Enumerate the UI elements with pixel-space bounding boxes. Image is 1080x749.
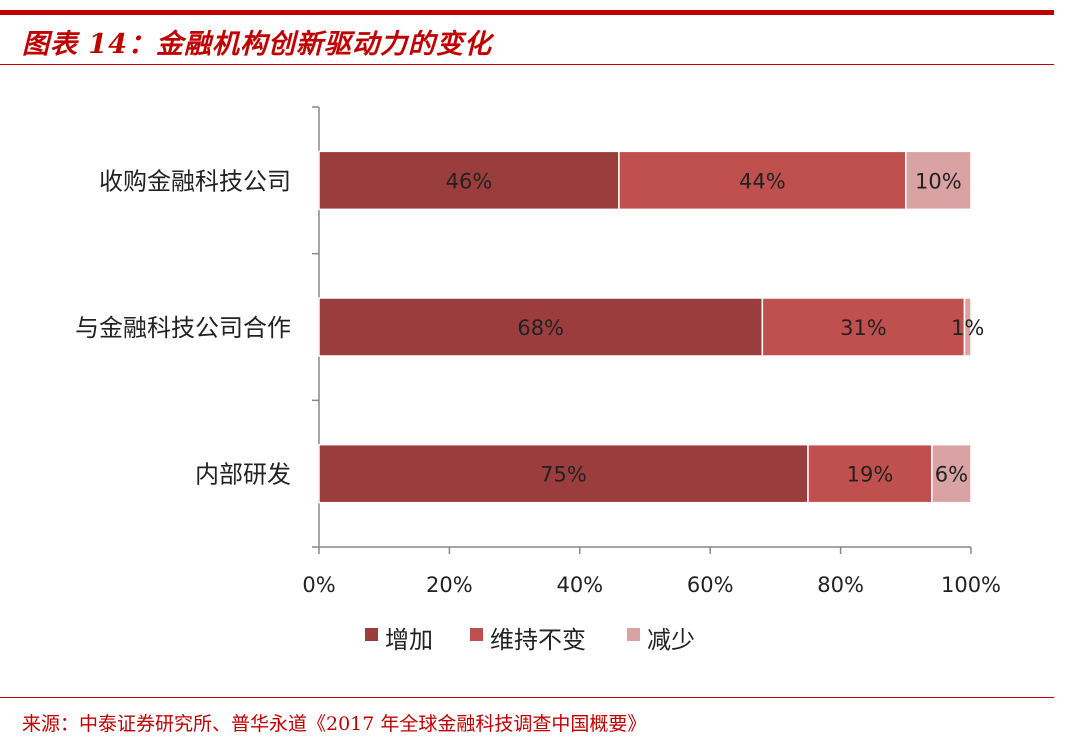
data-label: 44% xyxy=(739,169,786,193)
bar-segment xyxy=(618,150,907,211)
source-note: 来源：中泰证券研究所、普华永道《2017 年全球金融科技调查中国概要》 xyxy=(22,713,647,735)
x-tick-label: 40% xyxy=(556,573,603,597)
category-label: 内部研发 xyxy=(195,461,291,489)
data-label: 75% xyxy=(540,463,587,487)
x-tick-label: 60% xyxy=(687,573,734,597)
category-label: 与金融科技公司合作 xyxy=(75,314,291,342)
bar-segment xyxy=(905,150,972,211)
data-label: 68% xyxy=(517,316,564,340)
category-label: 收购金融科技公司 xyxy=(99,167,291,195)
x-tick-label: 80% xyxy=(817,573,864,597)
x-tick-label: 100% xyxy=(941,573,1001,597)
bar-segment xyxy=(963,297,972,357)
title-rule xyxy=(0,64,1054,65)
top-rule xyxy=(0,10,1054,15)
legend-label: 减少 xyxy=(647,626,695,654)
x-tick-label: 20% xyxy=(426,573,473,597)
legend-swatch xyxy=(627,628,640,641)
bottom-rule xyxy=(0,697,1054,698)
data-label: 19% xyxy=(847,463,894,487)
data-label: 1% xyxy=(951,316,984,340)
data-label: 6% xyxy=(935,463,968,487)
bar-segment xyxy=(318,297,764,357)
data-label: 46% xyxy=(446,169,493,193)
x-tick-label: 0% xyxy=(302,573,335,597)
bar-segment xyxy=(318,443,809,504)
legend-label: 维持不变 xyxy=(490,626,586,654)
bar-segment xyxy=(318,150,620,211)
bar-segment xyxy=(931,443,972,504)
chart-title: 图表 14：金融机构创新驱动力的变化 xyxy=(22,29,492,60)
legend-swatch xyxy=(470,628,483,641)
legend-label: 增加 xyxy=(385,626,433,654)
data-label: 31% xyxy=(840,316,887,340)
legend-swatch xyxy=(365,628,378,641)
data-label: 10% xyxy=(915,169,962,193)
